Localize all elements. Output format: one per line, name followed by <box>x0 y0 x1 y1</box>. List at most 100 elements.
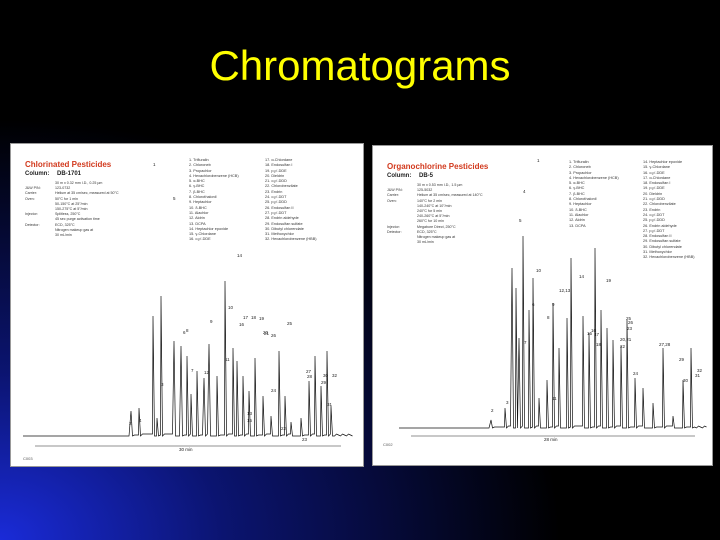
condition-key: Detector: <box>387 229 402 234</box>
peak-list-item: 12. Aldrin <box>189 216 205 221</box>
condition-value: ECD, 325°C <box>417 229 437 234</box>
condition-row: 50-150°C at 25°/min <box>25 202 119 207</box>
peak-list-item: 21. o,p'-DDD <box>643 197 665 202</box>
condition-value: 30 m x 0.32 mm I.D., 0.25 µm <box>55 181 103 185</box>
peak-label: 5 <box>173 196 176 201</box>
peak-list-2: 17. α-Chlordane 18. Endosulfan I 19. p,p'-… <box>265 158 317 243</box>
peak-list-item: 21. o,p'-DDD <box>265 179 287 184</box>
peak-list-item: 3. Propachlor <box>189 168 212 173</box>
peak-list-item: 26. Endrin aldehyde <box>643 223 677 228</box>
condition-key: Injector: <box>25 212 38 217</box>
organochlorine-pesticides-chromatogram: Organochlorine Pesticides Column: DB-5 3… <box>372 145 713 466</box>
peak-label: 14 <box>237 253 243 258</box>
condition-row: Nitrogen makeup gas at <box>25 228 119 233</box>
condition-row: Detector: ECD, 325°C <box>25 223 119 228</box>
time-axis-label: 30 min <box>179 447 193 452</box>
peak-list-item: 25. p,p'-DDD <box>265 200 287 205</box>
peak-label: 8 <box>547 315 550 320</box>
peak-list-item: 30. Dibutyl chlorendate <box>265 226 304 231</box>
condition-row: Oven: 140°C for 2 min <box>387 199 483 204</box>
peak-label: 20,21 <box>620 337 632 342</box>
peak-list-item: 32. Hexachlorobenzene (HBB) <box>265 237 317 242</box>
condition-key: Detector: <box>25 222 40 227</box>
peak-label: 10 <box>536 268 542 273</box>
peak-label: 22 <box>620 344 626 349</box>
condition-key: Carrier: <box>387 193 399 198</box>
condition-value: 140-240°C at 10°/min <box>417 203 452 208</box>
peak-list-item: 7. β-BHC <box>569 191 585 196</box>
condition-row: Injector: Splitless, 250°C <box>25 212 119 217</box>
peak-list-item: 25. p,p'-DDD <box>643 218 665 223</box>
peak-list-item: 23. Endrin <box>643 207 661 212</box>
condition-row: 150-275°C at 5°/min <box>25 207 119 212</box>
condition-value: 240-260°C at 5°/min <box>417 214 450 219</box>
peak-list-item: 20. Dieldrin <box>265 173 285 178</box>
peak-label: 7 <box>191 368 194 373</box>
peak-list-item: 5. α-BHC <box>189 179 205 184</box>
chromatogram-line <box>23 280 353 437</box>
chromatogram-trace: 123456789101112,1314151617181920,2122232… <box>399 158 707 442</box>
peak-label: 30 <box>323 373 329 378</box>
condition-value: 260°C for 10 min <box>417 219 445 224</box>
peak-list-item: 4. Hexachlorobenzene (HCB) <box>189 173 239 178</box>
peak-label: 11 <box>552 396 557 401</box>
peak-list-item: 12. Aldrin <box>569 218 585 223</box>
condition-row: J&W P/N: 123-0732 <box>25 186 119 191</box>
peak-label: 2 <box>129 421 132 426</box>
peak-list-item: 4. Hexachlorobenzene (HCB) <box>569 175 619 180</box>
conditions-list: 30 m x 0.53 mm I.D., 1.5 µm J&W P/N: 125-5… <box>387 183 483 245</box>
column-value: DB-1701 <box>57 171 82 177</box>
peak-label: 7 <box>524 340 527 345</box>
condition-row: 30 mL/min <box>25 233 119 238</box>
peak-label: 9 <box>210 319 213 324</box>
condition-key: Carrier: <box>25 191 37 196</box>
condition-value: Splitless, 250°C <box>55 212 81 217</box>
peak-label: 6 <box>183 330 186 335</box>
condition-key: J&W P/N: <box>25 186 41 191</box>
peak-label: 4 <box>523 189 526 194</box>
peak-label: 32 <box>697 368 703 373</box>
peak-list-item: 15. γ-Chlordane <box>189 232 217 237</box>
peak-label: 20 <box>263 330 269 335</box>
peak-list-item: 29. Endosulfan sulfate <box>643 239 681 244</box>
column-label: Column: <box>387 173 412 179</box>
panel-title: Chlorinated Pesticides <box>25 160 112 169</box>
peak-label: 27,28 <box>659 342 671 347</box>
condition-value: 125-5032 <box>417 188 433 193</box>
condition-row: Detector: ECD, 325°C <box>387 230 483 235</box>
peak-list-item: 29. Endosulfan sulfate <box>265 221 303 226</box>
peak-list-item: 9. Heptachlor <box>189 200 212 205</box>
peak-list-item: 22. Chlorobenzilate <box>643 202 676 207</box>
peak-label: 6 <box>532 302 535 307</box>
condition-value: Nitrogen makeup gas at <box>55 227 94 232</box>
condition-value: Helium at 35 cm/sec, measured at 50°C <box>55 191 119 196</box>
condition-value: ECD, 325°C <box>55 222 75 227</box>
figure-code: C002 <box>383 442 393 447</box>
peak-list-2: 14. Heptachlor epoxide 15. γ-Chlordane 16.… <box>643 160 695 261</box>
peak-label: 22 <box>281 426 287 431</box>
peak-label: 4 <box>139 418 142 423</box>
peak-list-item: 2. Chloroneb <box>569 165 591 170</box>
peak-label: 3 <box>161 382 164 387</box>
peak-label: 18 <box>596 342 602 347</box>
peak-label: 15 <box>247 418 253 423</box>
column-label: Column: <box>25 171 50 177</box>
peak-list-item: 24. o,p'-DDT <box>643 212 665 217</box>
peak-list-item: 17. α-Chlordane <box>265 158 293 162</box>
peak-label: 19 <box>259 316 265 321</box>
condition-row: 260°C for 10 min <box>387 219 483 224</box>
condition-row: 240°C for 5 min <box>387 209 483 214</box>
peak-list-item: 5. α-BHC <box>569 181 585 186</box>
peak-list-item: 13. DCPA <box>569 223 586 228</box>
peak-label: 16 <box>239 322 245 327</box>
peak-label: 12,13 <box>559 288 571 293</box>
peak-list-item: 19. p,p'-DDE <box>265 168 287 173</box>
peak-list-item: 11. Alachlor <box>189 210 209 215</box>
peak-label: 23 <box>302 437 308 442</box>
condition-row: 30 m x 0.53 mm I.D., 1.5 µm <box>387 183 483 188</box>
peak-list-item: 3. Propachlor <box>569 170 592 175</box>
condition-value: Helium at 35 cm/sec, measured at 140°C <box>417 193 483 198</box>
condition-value: 30 mL/min <box>55 233 72 238</box>
peak-list-1: 1. Trifluralin 2. Chloroneb 3. Propachlor 4… <box>189 158 239 243</box>
